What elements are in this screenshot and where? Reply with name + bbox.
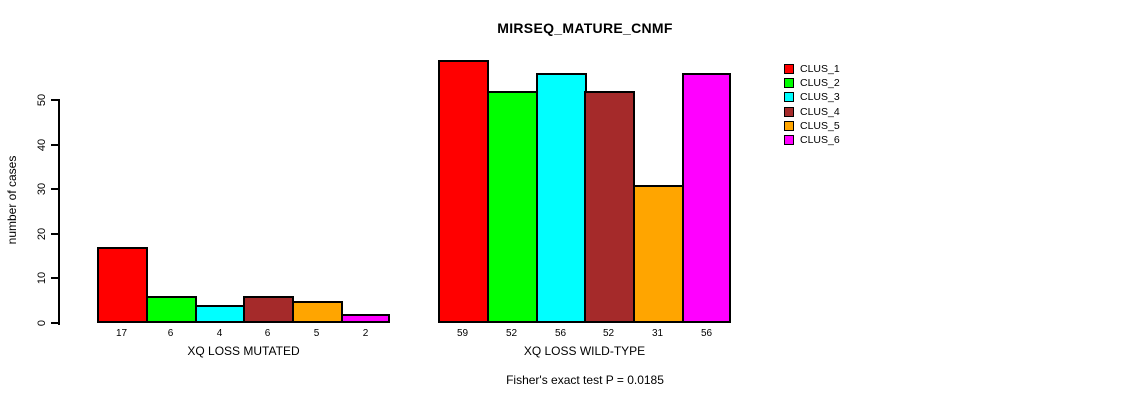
y-tick: [51, 99, 58, 101]
chart-title: MIRSEQ_MATURE_CNMF: [497, 20, 673, 36]
y-tick: [51, 322, 58, 324]
bar-value-label: 6: [264, 328, 271, 339]
legend-label: CLUS_5: [800, 120, 840, 132]
y-tick: [51, 188, 58, 190]
legend-label: CLUS_3: [800, 91, 840, 103]
bar-clus_1-mutated: [97, 247, 148, 323]
bar-value-label: 6: [167, 328, 174, 339]
bar-value-label: 52: [602, 328, 615, 339]
bar-value-label: 2: [362, 328, 369, 339]
bar-clus_6-wildtype: [682, 73, 731, 323]
bar-value-label: 56: [700, 328, 713, 339]
legend-swatch: [784, 78, 794, 88]
y-tick-label: 10: [36, 271, 48, 285]
group-label: XQ LOSS MUTATED: [187, 344, 300, 358]
y-tick: [51, 277, 58, 279]
y-tick-label: 40: [36, 138, 48, 152]
bar-value-label: 52: [505, 328, 518, 339]
y-axis-title: number of cases: [5, 155, 19, 245]
bar-clus_1-wildtype: [438, 60, 489, 323]
y-tick-label: 30: [36, 182, 48, 196]
bar-clus_5-wildtype: [633, 185, 684, 323]
y-tick-label: 20: [36, 227, 48, 241]
legend-swatch: [784, 64, 794, 74]
y-tick: [51, 233, 58, 235]
legend-label: CLUS_2: [800, 77, 840, 89]
bar-clus_2-wildtype: [487, 91, 538, 323]
group-label: XQ LOSS WILD-TYPE: [523, 344, 646, 358]
y-tick-label: 50: [36, 93, 48, 107]
legend-swatch: [784, 107, 794, 117]
legend-swatch: [784, 121, 794, 131]
y-axis-line: [58, 99, 60, 325]
bar-value-label: 59: [456, 328, 469, 339]
bar-value-label: 5: [313, 328, 320, 339]
bar-clus_4-wildtype: [584, 91, 635, 323]
bar-value-label: 4: [216, 328, 223, 339]
bar-clus_5-mutated: [292, 301, 343, 323]
legend-label: CLUS_1: [800, 63, 840, 75]
legend-swatch: [784, 92, 794, 102]
bar-clus_3-mutated: [195, 305, 246, 323]
legend-label: CLUS_6: [800, 134, 840, 146]
y-tick-label: 0: [36, 319, 48, 327]
bar-clus_3-wildtype: [536, 73, 587, 323]
legend-label: CLUS_4: [800, 106, 840, 118]
bar-clus_4-mutated: [243, 296, 294, 323]
y-tick: [51, 144, 58, 146]
bar-value-label: 31: [651, 328, 664, 339]
bar-value-label: 56: [554, 328, 567, 339]
legend-swatch: [784, 135, 794, 145]
bar-clus_2-mutated: [146, 296, 197, 323]
bar-clus_6-mutated: [341, 314, 390, 323]
bar-value-label: 17: [115, 328, 128, 339]
fisher-test-annotation: Fisher's exact test P = 0.0185: [506, 373, 664, 387]
